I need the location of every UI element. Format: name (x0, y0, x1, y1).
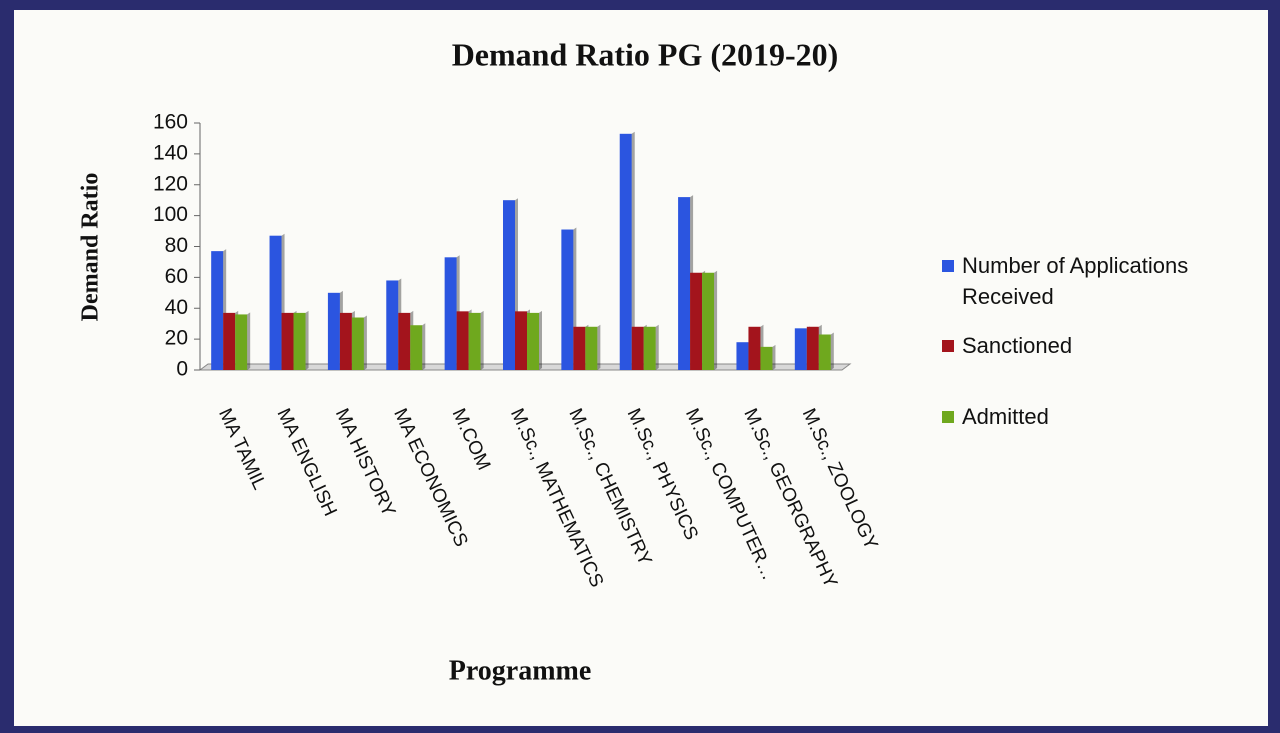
bar (211, 251, 224, 370)
bar-side (305, 310, 309, 370)
bar-side (714, 270, 718, 370)
bar-side (480, 310, 484, 370)
bar (410, 325, 423, 370)
y-tick-label: 120 (153, 172, 188, 195)
legend-item: Number of Applications Received (942, 250, 1262, 312)
bar (444, 257, 457, 370)
bar (398, 312, 411, 370)
bar (515, 311, 527, 370)
bar (561, 229, 574, 370)
legend: Number of Applications Received Sanctione… (942, 250, 1262, 450)
y-tick-label: 100 (153, 203, 188, 226)
y-tick-label: 20 (165, 327, 188, 350)
bar (760, 346, 773, 370)
bar (527, 312, 539, 370)
legend-label: Sanctioned (962, 333, 1073, 358)
legend-label: Number of Applications Received (962, 253, 1189, 309)
bar-side (422, 323, 426, 370)
chart-title: Demand Ratio PG (2019-20) (452, 36, 839, 72)
bar-side (247, 312, 251, 370)
legend-item: Admitted (942, 401, 1262, 432)
bar (573, 326, 586, 370)
bar (736, 342, 749, 370)
bar (678, 197, 691, 370)
bar-side (363, 315, 367, 370)
x-axis-label: Programme (449, 655, 592, 686)
bar (339, 312, 352, 370)
legend-item: Sanctioned (942, 330, 1262, 361)
legend-swatch (942, 260, 954, 272)
bar (269, 235, 282, 370)
bar (293, 312, 306, 370)
bar (643, 326, 656, 370)
legend-swatch (942, 340, 954, 352)
bar-side (655, 324, 659, 370)
bar (223, 312, 236, 370)
bar (702, 272, 715, 370)
bar (386, 280, 399, 370)
bar (235, 314, 248, 370)
bar (818, 334, 831, 370)
y-tick-label: 40 (165, 296, 188, 319)
bar (748, 326, 761, 370)
bar-side (631, 131, 635, 370)
bar (281, 312, 294, 370)
bar (794, 328, 807, 370)
bar-side (539, 310, 542, 370)
legend-swatch (942, 411, 954, 423)
bar (619, 133, 632, 370)
bar (503, 200, 515, 370)
y-tick-label: 80 (165, 234, 188, 257)
bar (456, 311, 469, 370)
bar (806, 326, 819, 370)
bar (468, 312, 481, 370)
y-axis-label: Demand Ratio (78, 173, 104, 322)
bar (631, 326, 644, 370)
y-tick-label: 60 (165, 265, 188, 288)
bar (351, 317, 364, 370)
legend-label: Admitted (962, 404, 1049, 429)
bar-side (830, 332, 834, 370)
bar (690, 272, 703, 370)
y-tick-label: 160 (153, 111, 188, 134)
bar-side (772, 344, 776, 370)
bar (585, 326, 598, 370)
y-tick-label: 0 (176, 358, 188, 381)
bar (327, 292, 340, 370)
y-tick-label: 140 (153, 141, 188, 164)
bar-side (597, 324, 601, 370)
